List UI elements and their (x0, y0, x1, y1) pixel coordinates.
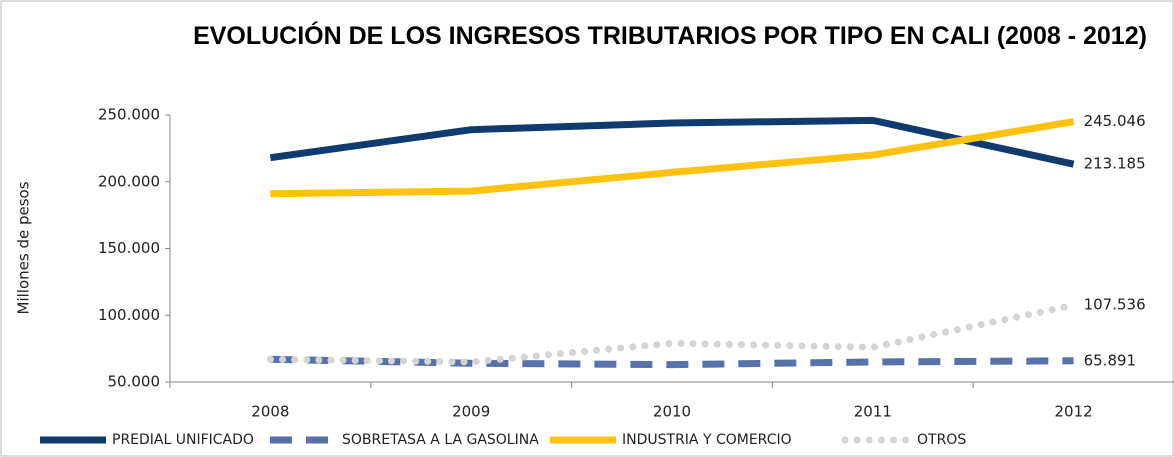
y-tick-label: 150.000 (98, 239, 160, 257)
series-line (270, 355, 1074, 369)
legend-label: OTROS (917, 432, 966, 448)
data-label: 245.046 (1084, 112, 1146, 130)
y-tick-label: 50.000 (108, 373, 161, 391)
legend-label: SOBRETASA A LA GASOLINA (342, 432, 539, 448)
y-tick-label: 200.000 (98, 172, 160, 190)
x-tick-label: 2010 (653, 403, 691, 421)
y-tick-label: 100.000 (98, 306, 160, 324)
series-line (270, 118, 1075, 198)
y-tick-label: 250.000 (98, 106, 160, 124)
x-tick-label: 2011 (854, 403, 892, 421)
x-tick-label: 2012 (1055, 403, 1093, 421)
x-tick-label: 2008 (251, 403, 289, 421)
legend-label: PREDIAL UNIFICADO (112, 432, 254, 448)
series-line (269, 116, 1075, 168)
data-label: 213.185 (1084, 155, 1146, 173)
chart-title: EVOLUCIÓN DE LOS INGRESOS TRIBUTARIOS PO… (193, 22, 1147, 50)
x-tick-label: 2009 (452, 403, 490, 421)
data-label: 107.536 (1084, 296, 1146, 314)
legend-label: INDUSTRIA Y COMERCIO (622, 432, 792, 448)
y-axis-title: Millones de pesos (15, 181, 33, 314)
series-line (266, 301, 1078, 366)
data-label: 65.891 (1084, 351, 1137, 369)
